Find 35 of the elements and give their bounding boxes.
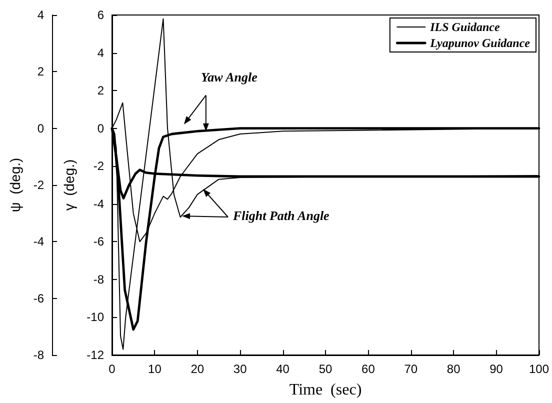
y2-tick-label: -2 bbox=[93, 159, 104, 174]
x-tick-label: 90 bbox=[490, 362, 504, 376]
x-tick-label: 30 bbox=[233, 362, 248, 376]
x-tick-label: 60 bbox=[362, 362, 376, 376]
y-axis-title: ψ (deg.) bbox=[7, 158, 23, 212]
y2-tick-label: 0 bbox=[97, 121, 104, 136]
y2-tick-label: -6 bbox=[93, 234, 104, 249]
y2-tick-label: -10 bbox=[86, 310, 104, 324]
y2-tick-label: 4 bbox=[97, 46, 104, 60]
y2-tick-label: -12 bbox=[86, 348, 104, 362]
y-tick-label: 4 bbox=[37, 8, 44, 22]
y-tick-label: -2 bbox=[33, 178, 44, 192]
x-tick-label: 70 bbox=[404, 362, 418, 376]
y-tick-label: -4 bbox=[33, 234, 44, 249]
y2-axis-title: γ (deg.) bbox=[60, 159, 77, 211]
y2-tick-label: 6 bbox=[97, 8, 104, 22]
x-tick-label: 80 bbox=[446, 362, 461, 376]
y2-tick-label: -8 bbox=[93, 272, 104, 286]
y-tick-label: -8 bbox=[33, 348, 44, 362]
annotation: Flight Path Angle bbox=[232, 208, 330, 223]
y2-tick-label: 2 bbox=[97, 84, 104, 98]
x-tick-label: 100 bbox=[528, 362, 550, 376]
y-tick-label: 0 bbox=[37, 121, 44, 136]
x-tick-label: 40 bbox=[276, 362, 290, 376]
annotation: Yaw Angle bbox=[200, 69, 258, 84]
y-tick-label: 2 bbox=[37, 64, 44, 79]
legend-label: Lyapunov Guidance bbox=[429, 36, 531, 50]
legend-label: ILS Guidance bbox=[429, 20, 500, 34]
x-axis-title: Time (sec) bbox=[289, 382, 362, 398]
x-tick-label: 0 bbox=[108, 362, 116, 376]
y-tick-label: -6 bbox=[33, 291, 44, 306]
y2-tick-label: -4 bbox=[93, 196, 104, 211]
x-tick-label: 50 bbox=[318, 362, 332, 376]
x-tick-label: 10 bbox=[148, 362, 162, 376]
x-tick-label: 20 bbox=[190, 362, 204, 376]
